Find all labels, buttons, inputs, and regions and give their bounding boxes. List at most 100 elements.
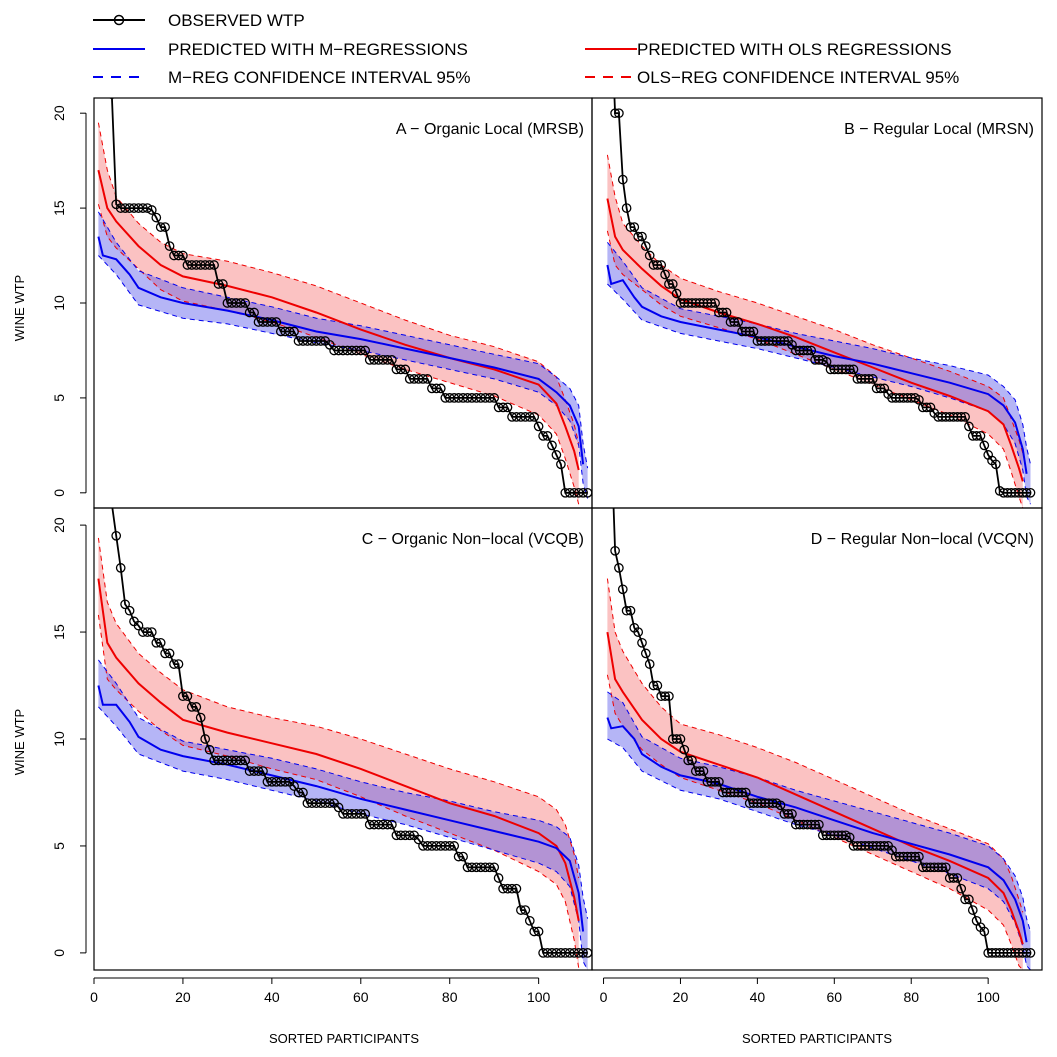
panel-a-observed-point (529, 412, 540, 422)
panel-c-observed-point (99, 350, 107, 358)
panel-a-observed-point (142, 203, 153, 213)
panel-b-observed-point (621, 203, 632, 213)
panel-d-observed-point (690, 766, 701, 776)
panel-d-observed-point (621, 605, 632, 616)
panel-b-observed-point (729, 317, 740, 327)
panel-d-observed-point (644, 659, 655, 669)
panel-a-observed-point (435, 383, 446, 394)
panel-c-observed-point (169, 659, 179, 669)
panel-d-observed-point (725, 787, 736, 798)
panel-d-observed-point (648, 680, 659, 691)
panel-b-observed-point (864, 374, 874, 384)
panel-a-observed-point (138, 203, 148, 213)
panel-d-observed-point (1010, 948, 1020, 958)
panel-c-observed-point (109, 508, 115, 509)
legend-item-ols-ci: OLS−REG CONFIDENCE INTERVAL 95% (585, 68, 959, 87)
panel-d-observed-point (783, 809, 794, 819)
panel-b-observed-point (721, 307, 732, 318)
x-tick-label: 100 (527, 989, 551, 1005)
panel-b-observed-point (952, 412, 963, 422)
panel-d-ols-ci-upper (606, 578, 1024, 913)
panel-d-observed-point (798, 819, 809, 830)
panel-b-observed-point (948, 412, 959, 422)
panel-b-observed-point (675, 298, 686, 308)
panel-b-observed-point (629, 222, 640, 232)
panel-b-observed-point (737, 326, 747, 337)
panel-b-observed-point (990, 459, 1001, 470)
panel-d-observed-point (790, 819, 801, 830)
panel-b-observed-point (1014, 487, 1024, 498)
panel-a-observed-point (484, 393, 495, 403)
panel-b-observed-point (610, 108, 620, 119)
panel-c-observed-point (404, 830, 415, 841)
panel-c-observed-point (533, 926, 544, 937)
panels: A − Organic Local (MRSB) 0 5 10 15 20 B − Regu… (51, 0, 1043, 1005)
panel-b-observed-point (1021, 487, 1032, 498)
panel-b-observed-point (825, 364, 836, 375)
panel-c-observed-point (173, 659, 184, 669)
panel-b-observed-point (756, 336, 767, 346)
y-tick-label: 15 (51, 200, 67, 216)
panel-b-observed-point (860, 374, 870, 384)
panel-c-observed-point (133, 620, 144, 631)
panel-c-observed-point (115, 563, 126, 573)
panel-b-m-ci-upper (607, 241, 1031, 465)
panel-c-observed-point (449, 841, 460, 851)
panel-c-observed-point (103, 435, 111, 443)
panel-d-m-ci-upper (607, 691, 1031, 932)
panel-b-m-ci-lower (607, 283, 1031, 505)
panel-b-observed-point (964, 421, 974, 432)
y-tick-label: 20 (51, 517, 67, 533)
panel-b-observed-point (640, 241, 651, 251)
panel-c-observed-point (529, 926, 540, 937)
y-tick-label: 0 (51, 949, 67, 957)
panel-b-observed-point (975, 431, 986, 441)
panel-d-observed-point (940, 862, 951, 873)
panel-b-observed-point (1010, 487, 1020, 498)
panel-a-observed-point (99, 0, 107, 4)
legend-item-ols-pred: PREDICTED WITH OLS REGRESSIONS (585, 40, 952, 59)
panel-b-observed-point (806, 345, 817, 356)
panel-d-observed-point (952, 873, 963, 883)
panel-d-observed-point (683, 755, 694, 766)
panel-b-observed-point (840, 364, 851, 375)
y-axis-title-top: WINE WTP (12, 275, 27, 341)
panel-d-observed-point (944, 873, 955, 883)
panel-d-x-axis: 0 20 40 60 80 100 (600, 977, 1000, 1005)
panel-a-observed-point (395, 364, 406, 375)
panel-c-observed-point (151, 637, 162, 648)
y-tick-label: 0 (51, 489, 67, 497)
panel-a-observed-point (235, 298, 246, 308)
panel-a-observed-point (400, 364, 411, 375)
panel-b-observed-point (767, 336, 778, 346)
panel-d-observed-point (871, 841, 882, 851)
panel-b-observed-point (625, 222, 636, 232)
panel-b-observed-point (998, 487, 1009, 498)
panel-a-observed-point (355, 345, 366, 356)
panel-c-observed-point (453, 851, 464, 862)
x-tick-label: 40 (264, 989, 280, 1005)
panel-b-title: B − Regular Local (MRSN) (844, 121, 1034, 138)
panel-b-observed-point (856, 374, 867, 384)
panel-d-frame (591, 507, 1043, 971)
panel-d-observed-point (994, 948, 1005, 958)
panel-c-observed-point (520, 905, 531, 915)
panel-b-observed-point (937, 412, 947, 422)
panel-a-title: A − Organic Local (MRSB) (396, 121, 584, 138)
panel-d-observed-point (671, 734, 682, 744)
panel-c-observed-point (484, 862, 495, 873)
panel-a-observed-point (164, 241, 175, 251)
x-tick-label: 80 (442, 989, 458, 1005)
panel-a-observed-point (551, 450, 562, 460)
panel-a-observed-point (502, 402, 513, 413)
panel-d-ols-ci-band (607, 578, 1023, 970)
panel-a-observed-point (489, 393, 500, 403)
panel-c-m-ci-upper (98, 659, 589, 919)
panel-c-observed-point (204, 744, 215, 755)
panel-b-observed-point (760, 336, 770, 346)
panel-c-observed-point (258, 766, 268, 776)
panel-d-observed-point (675, 734, 686, 744)
panel-d-observed-point (860, 841, 870, 851)
panel-d-observed-point (794, 819, 805, 830)
panel-b-observed-point (890, 393, 901, 403)
